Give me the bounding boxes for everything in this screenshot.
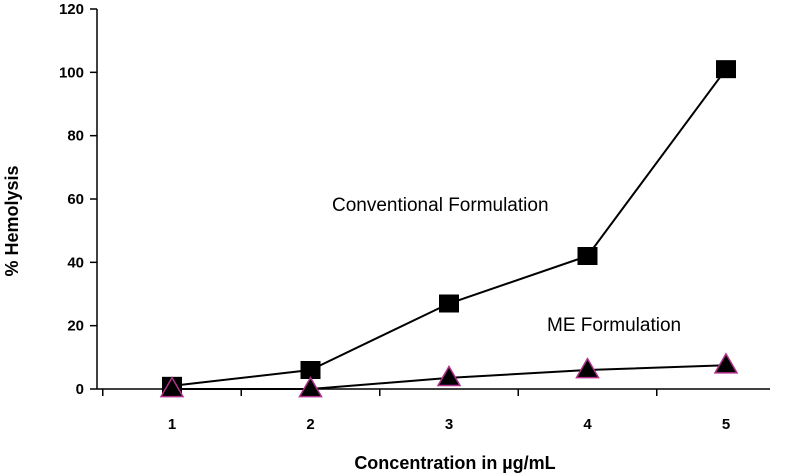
x-tick-label-2: 2 [306, 416, 314, 433]
series-line-conventional [171, 68, 727, 387]
y-tick-label-20: 20 [67, 318, 84, 335]
x-tick-label-4: 4 [583, 416, 592, 433]
x-axis-title: Concentration in µg/mL [354, 453, 555, 473]
series-label-conventional: Conventional Formulation [332, 195, 549, 216]
y-tick-label-40: 40 [67, 254, 84, 271]
marker-conventional-5 [716, 60, 736, 79]
y-axis-title: % Hemolysis [2, 165, 22, 276]
y-tick-label-80: 80 [67, 128, 84, 145]
marker-conventional-2 [300, 361, 321, 379]
y-tick-label-100: 100 [59, 64, 84, 81]
marker-conventional-4 [577, 247, 598, 265]
marker-me-4 [575, 357, 600, 379]
x-tick-label-3: 3 [445, 416, 453, 433]
marker-me-1 [159, 376, 185, 398]
x-tick-label-1: 1 [168, 416, 176, 433]
x-axis-ticks: 1 2 3 4 5 [102, 389, 730, 433]
series-group [159, 60, 739, 398]
marker-conventional-3 [439, 294, 459, 313]
marker-me-3 [436, 365, 462, 387]
y-tick-label-60: 60 [67, 191, 84, 208]
x-tick-label-5: 5 [722, 416, 730, 433]
marker-me-2 [298, 376, 323, 398]
y-tick-label-0: 0 [76, 381, 84, 398]
series-label-me: ME Formulation [547, 315, 681, 336]
y-axis-ticks: 0 20 40 60 80 100 120 [59, 1, 97, 398]
marker-me-5 [713, 352, 739, 374]
y-tick-label-120: 120 [59, 1, 84, 18]
